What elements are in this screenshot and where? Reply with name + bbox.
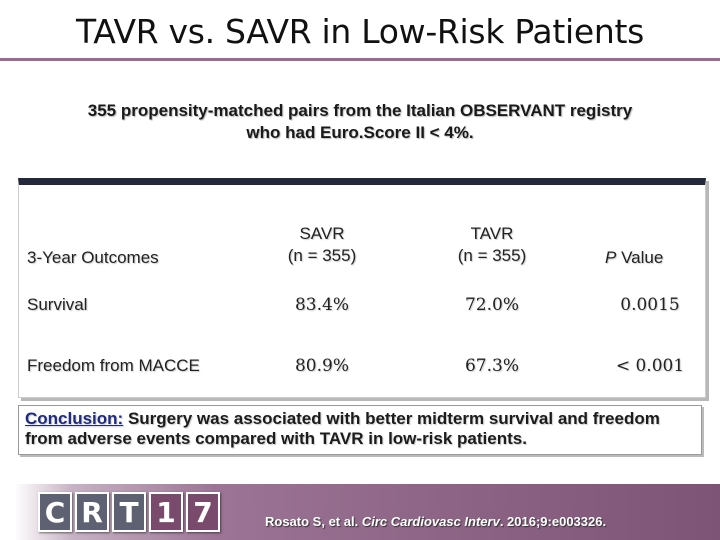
header-outcomes-label: 3-Year Outcomes bbox=[27, 248, 159, 267]
header-tavr: TAVR (n = 355) bbox=[417, 223, 567, 267]
logo-digit-1: 1 bbox=[149, 492, 183, 532]
citation-journal: Circ Cardiovasc Interv bbox=[361, 514, 500, 529]
header-savr: SAVR (n = 355) bbox=[247, 223, 397, 267]
row-macce-tavr: 67.3% bbox=[464, 356, 519, 376]
citation-details: . 2016;9:e003326. bbox=[499, 514, 607, 529]
row-survival-tavr: 72.0% bbox=[464, 295, 519, 315]
logo-digit-7: 7 bbox=[186, 492, 220, 532]
header-tavr-name: TAVR bbox=[470, 224, 514, 243]
logo-letter-r: R bbox=[75, 492, 109, 532]
citation-authors: Rosato S, et al. bbox=[265, 514, 362, 529]
row-macce-savr: 80.9% bbox=[294, 356, 349, 376]
row-survival-p: 0.0015 bbox=[620, 295, 680, 315]
subtitle-line-2: who had Euro.Score II < 4%. bbox=[246, 123, 474, 142]
row-macce-p: < 0.001 bbox=[615, 356, 685, 376]
header-savr-n: (n = 355) bbox=[287, 246, 357, 265]
footer-bar: C R T 1 7 Rosato S, et al. Circ Cardiova… bbox=[0, 484, 720, 540]
crt17-logo: C R T 1 7 bbox=[38, 492, 220, 532]
conclusion-text: Surgery was associated with better midte… bbox=[25, 409, 660, 448]
header-savr-name: SAVR bbox=[299, 224, 345, 243]
header-p-rest: Value bbox=[616, 248, 664, 267]
header-tavr-n: (n = 355) bbox=[457, 246, 527, 265]
row-macce-label: Freedom from MACCE bbox=[27, 356, 200, 375]
subtitle-line-1: 355 propensity-matched pairs from the It… bbox=[87, 101, 633, 120]
slide-title: TAVR vs. SAVR in Low-Risk Patients bbox=[75, 12, 645, 51]
citation: Rosato S, et al. Circ Cardiovasc Interv.… bbox=[265, 514, 606, 529]
conclusion-box: Conclusion: Surgery was associated with … bbox=[18, 405, 702, 455]
row-survival-savr: 83.4% bbox=[294, 295, 349, 315]
conclusion-label: Conclusion: bbox=[25, 409, 124, 428]
logo-letter-t: T bbox=[112, 492, 146, 532]
header-p-value: P Value bbox=[605, 248, 663, 268]
title-divider bbox=[0, 58, 720, 61]
outcomes-table: 3-Year Outcomes SAVR (n = 355) TAVR (n =… bbox=[18, 178, 706, 398]
header-p-italic: P bbox=[605, 248, 617, 267]
row-survival-label: Survival bbox=[27, 295, 88, 314]
logo-letter-c: C bbox=[38, 492, 72, 532]
subtitle: 355 propensity-matched pairs from the It… bbox=[20, 100, 700, 144]
